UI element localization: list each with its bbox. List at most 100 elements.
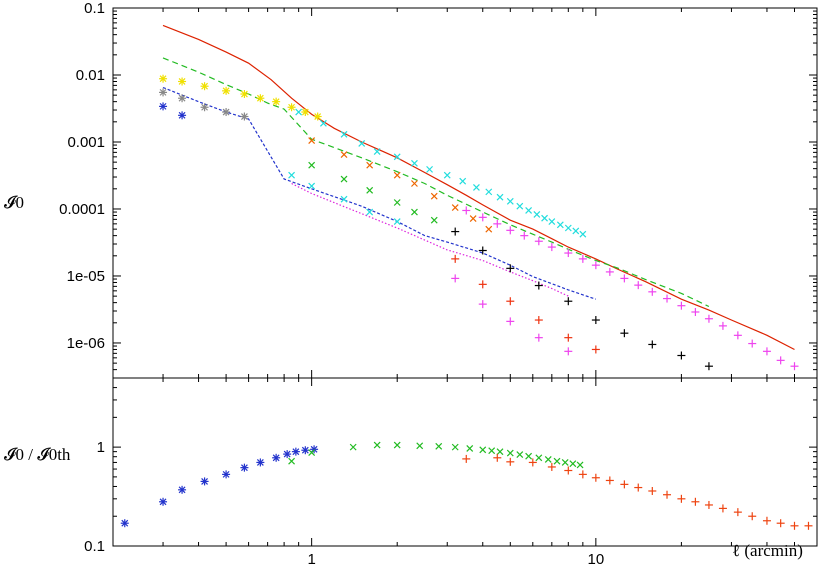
data-point [691,497,700,506]
data-point [677,351,686,360]
data-point [718,321,727,330]
data-point [790,521,799,530]
data-point [485,225,493,233]
data-point [591,261,600,270]
data-point [561,459,569,466]
data-point [579,230,587,238]
data-point [547,462,556,471]
data-point [222,86,231,95]
data-point [308,137,316,144]
data-point [366,208,374,216]
data-point [648,287,657,296]
data-point [541,214,548,222]
x-axis-label: ℓ (arcmin) [732,541,803,560]
data-point [159,102,168,111]
data-point [459,177,467,185]
data-point [178,77,187,86]
data-point [349,443,357,451]
data-point [506,264,515,273]
data-point [340,151,348,158]
y-tick-label: 0.01 [76,67,105,84]
data-point [663,490,672,499]
data-point [430,192,438,200]
data-point [485,188,493,196]
data-point [591,345,600,354]
data-point [496,448,504,456]
data-point [478,280,487,289]
x-tick-label: 1 [307,551,315,565]
data-point [200,82,209,91]
data-point [534,237,543,246]
data-point [256,94,265,103]
data-point [534,333,543,342]
data-point [466,445,474,452]
data-point [200,103,209,112]
data-point [804,521,813,530]
data-point [462,454,471,463]
data-point [528,458,537,467]
data-point [525,207,533,214]
data-point [159,497,168,506]
data-point [272,97,281,106]
data-point [178,94,187,103]
data-point [591,473,600,482]
data-point [393,199,401,206]
data-point [443,171,451,179]
data-point [411,208,418,216]
data-point [478,213,487,222]
y-tick-label: 1e-05 [67,268,105,285]
data-point [733,508,742,517]
data-point [411,180,418,187]
data-point [572,227,580,235]
data-point [272,453,281,462]
data-point [776,519,785,528]
data-point [704,362,713,371]
data-point [553,457,561,465]
data-point [748,512,757,521]
x-tick-label: 10 [588,551,605,565]
y-tick-label: 1 [97,439,105,456]
data-point [516,451,524,459]
data-point [564,347,573,356]
top-panel: 0.1 0.01 0.001 0.0001 1e-05 1e-06 𝓘0 [4,0,818,379]
data-point [308,161,316,169]
data-point [648,486,657,495]
data-point [240,463,249,472]
data-point [506,197,514,205]
data-point [291,447,300,456]
data-point [488,447,496,455]
data-point [288,171,296,179]
data-point [366,186,374,194]
y-tick-label: 0.1 [84,538,105,555]
data-point [301,108,310,117]
data-point [506,297,515,306]
data-point [393,171,401,179]
data-point [548,218,556,225]
data-point [564,466,573,475]
data-point [733,331,742,340]
data-point [393,441,401,449]
data-point [469,215,477,222]
data-point [533,210,541,218]
data-point [691,307,700,316]
data-point [564,224,572,232]
data-point [479,446,487,454]
data-point [520,231,529,240]
data-point [308,182,316,190]
data-point [556,221,564,229]
series-line-2 [162,86,596,300]
data-point [605,267,614,276]
data-point [790,362,799,371]
data-point [493,453,502,462]
top-plot-frame [112,7,818,379]
data-point [762,516,771,525]
data-point [393,218,401,225]
data-point [283,450,292,459]
top-y-ticks: 0.1 0.01 0.001 0.0001 1e-05 1e-06 [59,0,817,379]
bottom-x-ticks: 1 10 [112,378,818,565]
data-point [591,316,600,325]
data-point [451,254,460,263]
data-point [516,202,524,210]
y-tick-label: 0.001 [67,134,105,151]
